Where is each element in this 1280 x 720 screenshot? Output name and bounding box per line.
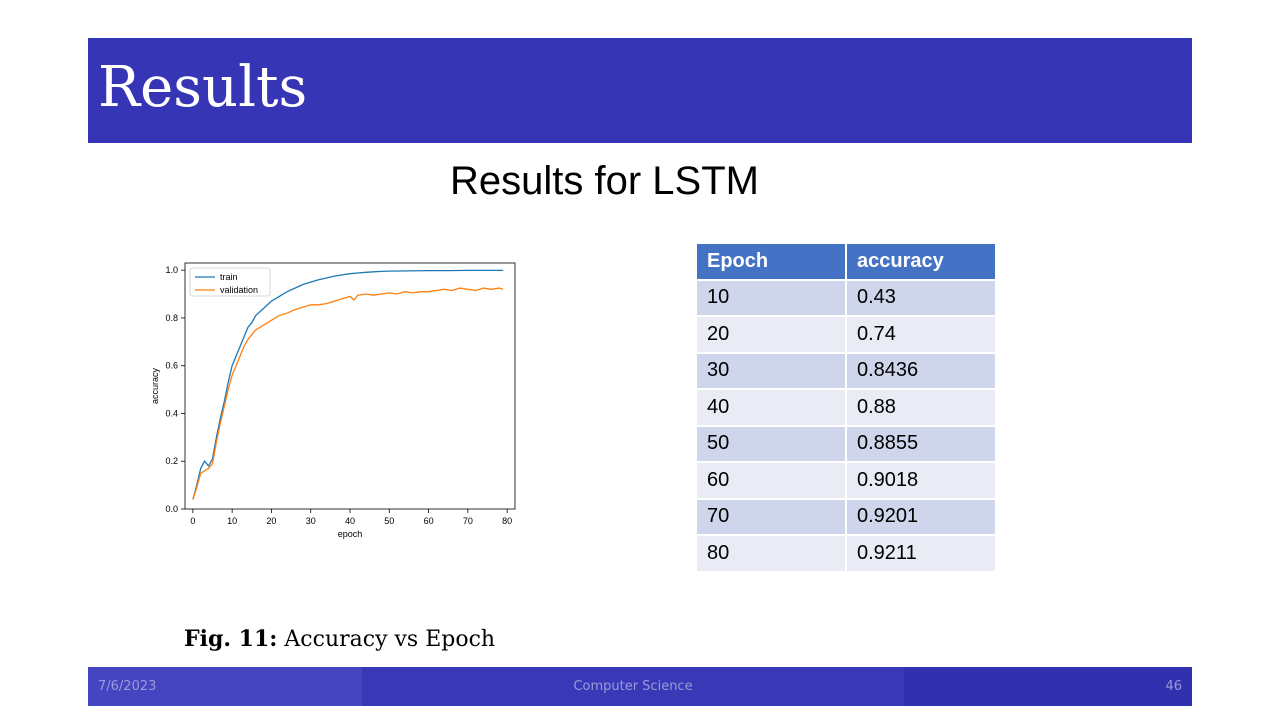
figure-caption-text: Accuracy vs Epoch <box>277 627 496 652</box>
cell-accuracy: 0.8855 <box>845 424 997 463</box>
cell-accuracy: 0.88 <box>845 388 997 427</box>
table-row: 80 0.9211 <box>695 534 997 573</box>
x-tick-label: 80 <box>502 516 512 526</box>
figure-caption: Fig. 11: Accuracy vs Epoch <box>184 624 495 655</box>
table-row: 50 0.8855 <box>695 424 997 463</box>
header-epoch: Epoch <box>695 242 847 281</box>
table-row: 30 0.8436 <box>695 351 997 390</box>
cell-accuracy: 0.43 <box>845 278 997 317</box>
x-axis-label: epoch <box>338 529 363 539</box>
x-tick-label: 50 <box>384 516 394 526</box>
x-tick-label: 10 <box>227 516 237 526</box>
cell-accuracy: 0.74 <box>845 315 997 354</box>
header-accuracy: accuracy <box>845 242 997 281</box>
footer: 7/6/2023 Computer Science 46 <box>88 667 1192 706</box>
cell-accuracy: 0.9201 <box>845 497 997 536</box>
table-row: 10 0.43 <box>695 278 997 317</box>
plot-frame <box>184 262 516 510</box>
cell-accuracy: 0.8436 <box>845 351 997 390</box>
series-line-validation <box>192 287 504 500</box>
table-row: 40 0.88 <box>695 388 997 427</box>
cell-accuracy: 0.9211 <box>845 534 997 573</box>
footer-center-text: Computer Science <box>362 667 904 706</box>
x-tick-label: 0 <box>190 516 195 526</box>
slide-title: Results <box>98 55 308 120</box>
footer-page-number: 46 <box>904 667 1192 706</box>
cell-epoch: 40 <box>695 388 847 427</box>
cell-accuracy: 0.9018 <box>845 461 997 500</box>
cell-epoch: 30 <box>695 351 847 390</box>
cell-epoch: 60 <box>695 461 847 500</box>
results-table: Epoch accuracy 10 0.43 20 0.74 30 0.8436… <box>695 242 997 573</box>
cell-epoch: 20 <box>695 315 847 354</box>
accuracy-chart: 0 10 20 30 40 50 60 70 80 0.0 0.2 0.4 0.6 0.8 1.0 epoch… <box>140 255 530 555</box>
title-bar: Results <box>88 38 1192 143</box>
x-tick-label: 70 <box>463 516 473 526</box>
x-tick-label: 60 <box>424 516 434 526</box>
figure-caption-label: Fig. 11: <box>184 626 278 652</box>
table-header-row: Epoch accuracy <box>695 242 997 281</box>
y-tick-label: 1.0 <box>165 265 178 275</box>
y-axis-label: accuracy <box>150 367 160 404</box>
cell-epoch: 80 <box>695 534 847 573</box>
cell-epoch: 70 <box>695 497 847 536</box>
y-tick-label: 0.6 <box>165 361 178 371</box>
x-tick-label: 20 <box>266 516 276 526</box>
table-row: 70 0.9201 <box>695 497 997 536</box>
accuracy-chart-svg: 0 10 20 30 40 50 60 70 80 0.0 0.2 0.4 0.6 0.8 1.0 epoch… <box>150 262 516 539</box>
cell-epoch: 10 <box>695 278 847 317</box>
series-line-train <box>192 269 504 500</box>
y-tick-label: 0.8 <box>165 313 178 323</box>
legend-label-validation: validation <box>220 285 258 295</box>
footer-date: 7/6/2023 <box>88 667 362 706</box>
y-tick-label: 0.4 <box>165 408 178 418</box>
x-tick-label: 40 <box>345 516 355 526</box>
legend-label-train: train <box>220 272 238 282</box>
y-tick-label: 0.2 <box>165 456 178 466</box>
y-tick-label: 0.0 <box>165 504 178 514</box>
cell-epoch: 50 <box>695 424 847 463</box>
legend-box <box>189 267 271 297</box>
slide-subtitle: Results for LSTM <box>450 159 759 203</box>
x-tick-label: 30 <box>306 516 316 526</box>
table-row: 20 0.74 <box>695 315 997 354</box>
table-row: 60 0.9018 <box>695 461 997 500</box>
